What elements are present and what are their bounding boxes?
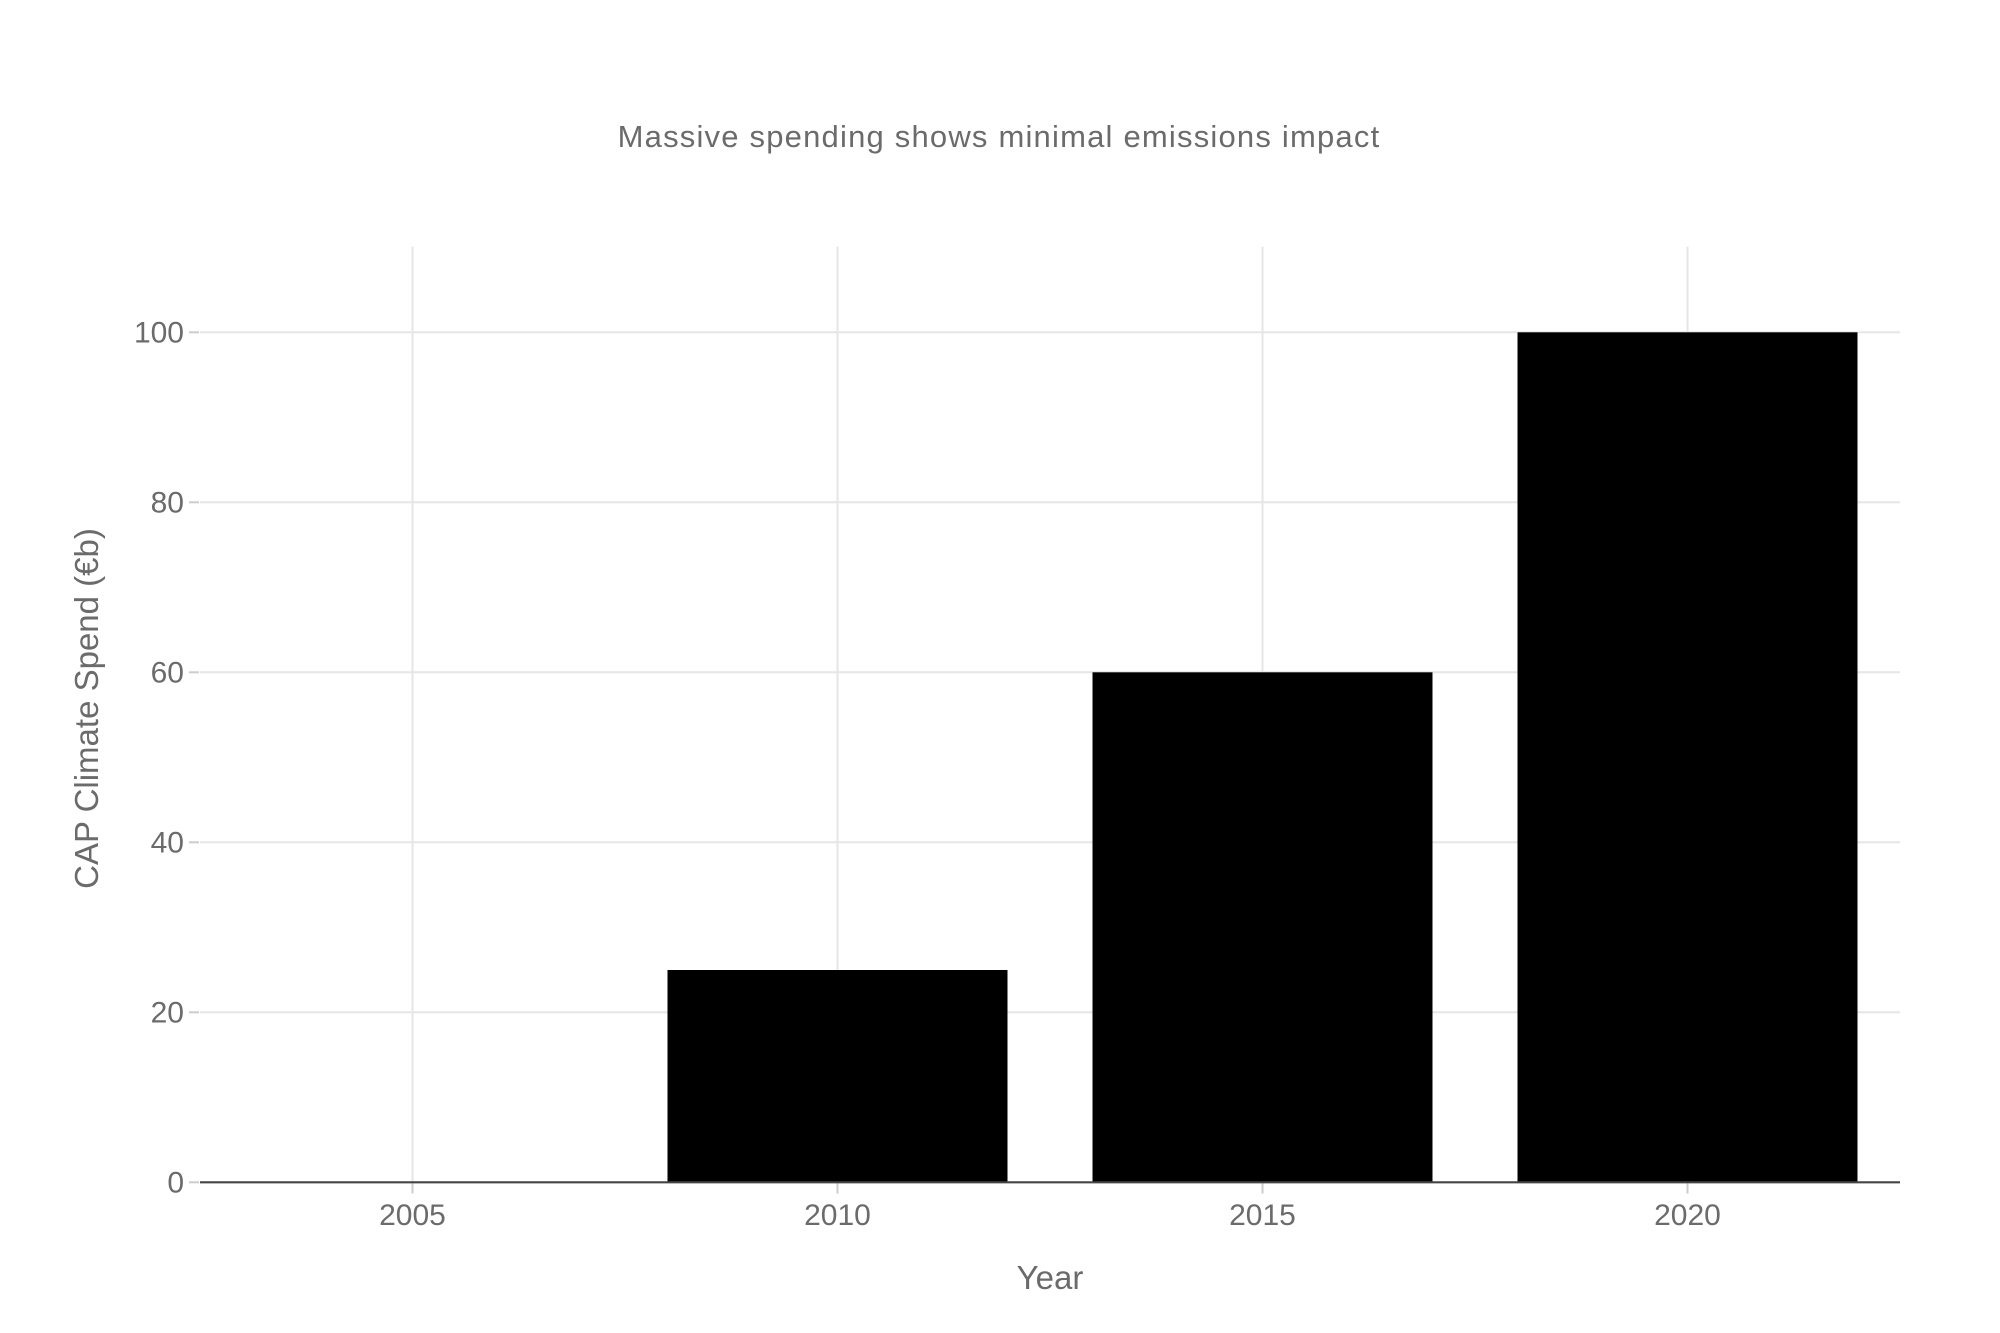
svg-text:80: 80 xyxy=(151,487,184,520)
svg-text:Massive spending shows minimal: Massive spending shows minimal emissions… xyxy=(618,119,1381,154)
svg-text:40: 40 xyxy=(151,827,184,860)
svg-text:0: 0 xyxy=(167,1167,184,1200)
svg-text:2010: 2010 xyxy=(804,1199,871,1232)
svg-text:20: 20 xyxy=(151,997,184,1030)
svg-text:Year: Year xyxy=(1017,1259,1084,1296)
svg-text:60: 60 xyxy=(151,657,184,690)
svg-text:100: 100 xyxy=(134,317,184,350)
svg-text:2005: 2005 xyxy=(379,1199,446,1232)
svg-text:2020: 2020 xyxy=(1654,1199,1721,1232)
svg-text:CAP Climate Spend (€b): CAP Climate Spend (€b) xyxy=(68,528,105,889)
svg-text:2015: 2015 xyxy=(1229,1199,1296,1232)
